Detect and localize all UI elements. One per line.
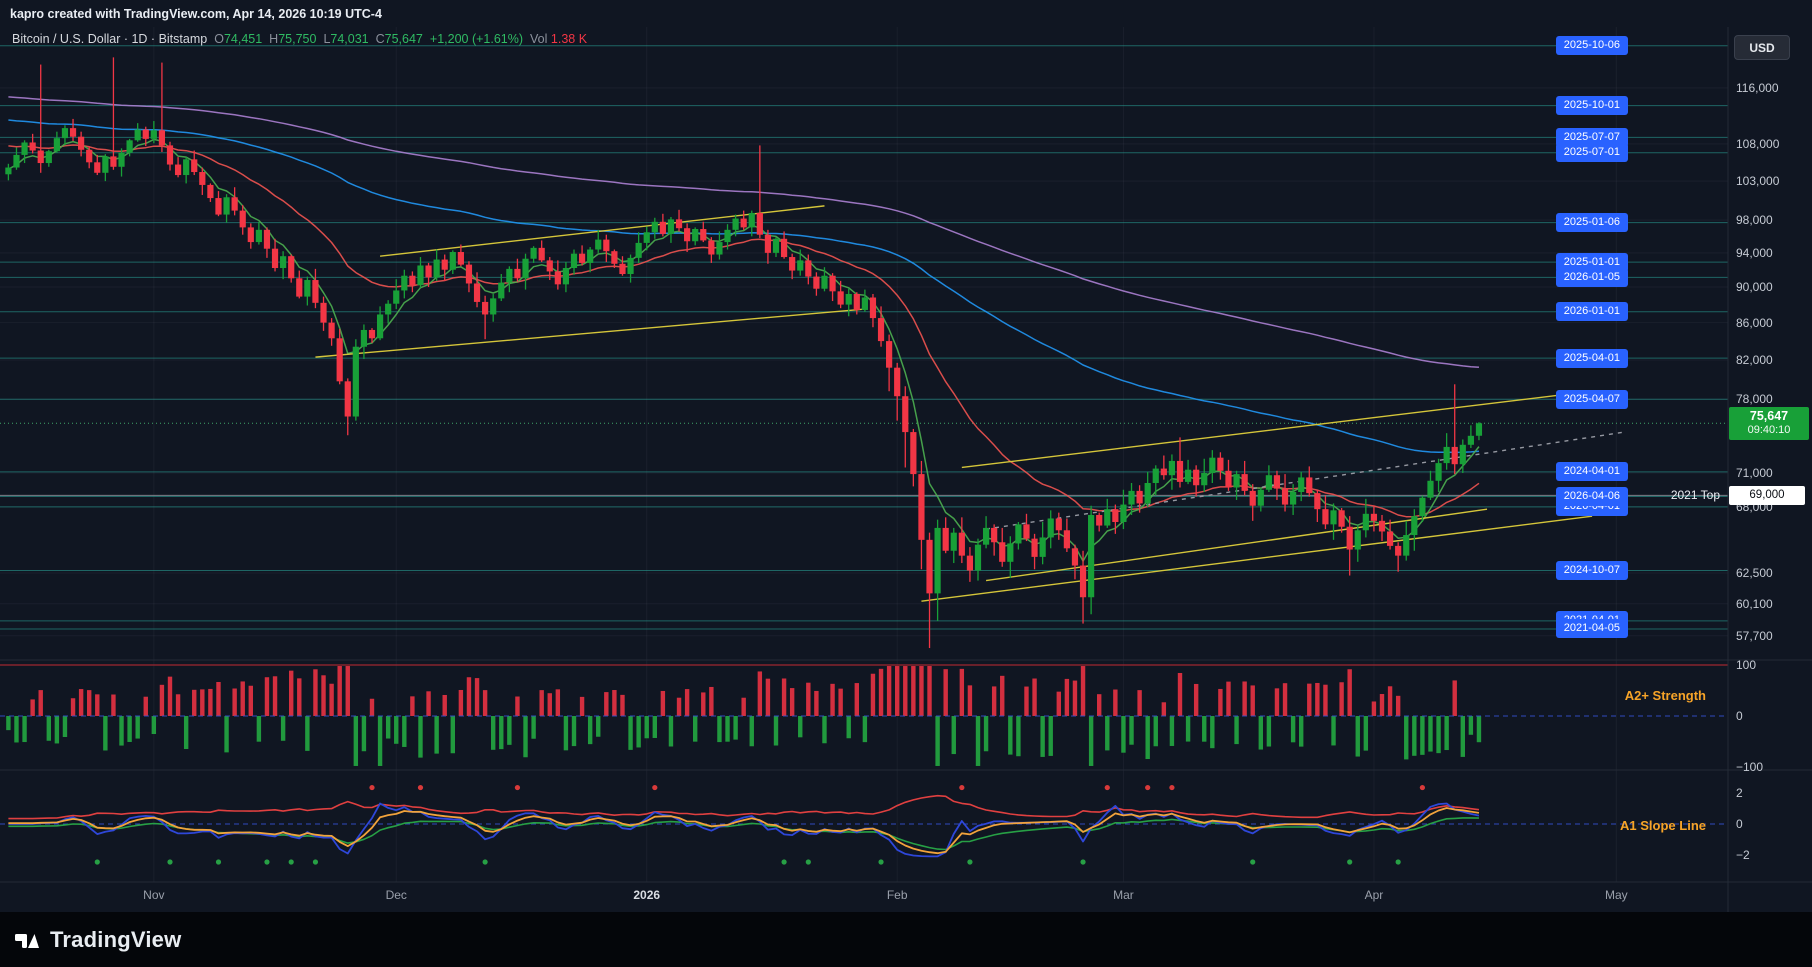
logo-bar[interactable]: TradingView (0, 912, 1812, 967)
price-tick: 82,000 (1736, 352, 1773, 367)
time-label: Mar (1113, 888, 1134, 902)
symbol-title[interactable]: Bitcoin / U.S. Dollar · 1D · Bitstamp (12, 32, 208, 46)
slope-orange (8, 807, 1480, 855)
gridlines (0, 27, 1728, 882)
a1-slope-panel (0, 784, 1728, 865)
level-pill[interactable]: 2021-04-05 (1555, 619, 1628, 639)
price-tick: 78,000 (1736, 392, 1773, 407)
change-value: +1,200 (+1.61%) (429, 32, 524, 46)
indicator-tick: 0 (1736, 709, 1743, 723)
ma-slowest (8, 96, 1480, 369)
ohlc-close: C75,647 (375, 32, 423, 46)
ohlc-high: H75,750 (269, 32, 317, 46)
time-label: Nov (143, 888, 165, 902)
attribution-bar: kapro created with TradingView.com, Apr … (0, 0, 1812, 27)
time-label: May (1604, 888, 1628, 902)
indicator-tick: −100 (1736, 760, 1764, 774)
level-pill[interactable]: 2024-04-01 (1555, 462, 1628, 482)
slope-red (8, 794, 1480, 820)
ohlc-low: L74,031 (323, 32, 369, 46)
price-tick: 116,000 (1736, 80, 1779, 95)
currency-button[interactable]: USD (1734, 35, 1790, 60)
level-pill[interactable]: 2025-04-01 (1555, 348, 1628, 368)
price-tick: 71,000 (1736, 465, 1773, 480)
volume: Vol 1.38 K (530, 32, 588, 46)
tradingview-wordmark: TradingView (50, 926, 182, 952)
indicator-tick: −2 (1736, 848, 1750, 862)
indicator-tick: 100 (1736, 658, 1757, 672)
price-tick: 108,000 (1736, 136, 1780, 151)
time-label: Apr (1364, 888, 1384, 902)
level-pill[interactable]: 2025-07-01 (1555, 143, 1628, 163)
price-tick: 57,700 (1736, 628, 1773, 643)
ohlc-open: O74,451 (214, 32, 263, 46)
level-pill[interactable]: 2026-01-01 (1555, 302, 1628, 322)
price-tick: 98,000 (1736, 213, 1773, 228)
price-tick: 62,500 (1736, 566, 1773, 581)
tradingview-logo-icon (15, 933, 39, 948)
a1-slope-label[interactable]: A1 Slope Line (1620, 818, 1706, 833)
current-price-value: 75,647 (1749, 409, 1789, 424)
price-tick: 60,100 (1736, 596, 1773, 611)
level-pill[interactable]: 2026-04-06 (1555, 487, 1628, 507)
time-label: Dec (385, 888, 407, 902)
candlesticks (5, 57, 1483, 649)
level-pill[interactable]: 2025-04-07 (1555, 389, 1628, 409)
bar-countdown: 09:40:10 (1747, 424, 1791, 437)
level-note-2021-top: 2021 Top (1670, 488, 1720, 503)
level-pill[interactable]: 2025-07-07 (1555, 127, 1628, 147)
chart-plot[interactable] (0, 0, 1812, 912)
price-tick: 94,000 (1736, 245, 1773, 260)
attribution-text: kapro created with TradingView.com, Apr … (10, 6, 382, 21)
price-tick: 103,000 (1736, 174, 1780, 189)
symbol-legend: Bitcoin / U.S. Dollar · 1D · Bitstamp O7… (12, 32, 587, 46)
price-tick: 90,000 (1736, 279, 1773, 294)
marked-price-badge: 69,000 (1729, 485, 1805, 505)
trendlines (315, 205, 1625, 602)
a2-strength-panel (0, 664, 1728, 766)
level-pill[interactable]: 2025-10-01 (1555, 96, 1628, 116)
level-pill[interactable]: 2025-01-06 (1555, 213, 1628, 233)
indicator-tick: 2 (1736, 786, 1743, 800)
current-price-badge: 75,647 09:40:10 (1729, 407, 1809, 441)
level-pill[interactable]: 2024-10-07 (1555, 561, 1628, 581)
level-pill[interactable]: 2025-10-06 (1555, 36, 1628, 56)
price-tick: 86,000 (1736, 315, 1773, 330)
time-label: 2026 (633, 888, 661, 902)
ma-slow (8, 119, 1480, 454)
level-pill[interactable]: 2025-01-01 (1555, 252, 1628, 272)
horizontal-level-lines (0, 45, 1728, 630)
time-label: Feb (886, 888, 908, 902)
indicator-tick: 0 (1736, 817, 1743, 831)
a2-strength-label[interactable]: A2+ Strength (1624, 688, 1706, 703)
level-pill[interactable]: 2026-01-05 (1555, 267, 1628, 287)
